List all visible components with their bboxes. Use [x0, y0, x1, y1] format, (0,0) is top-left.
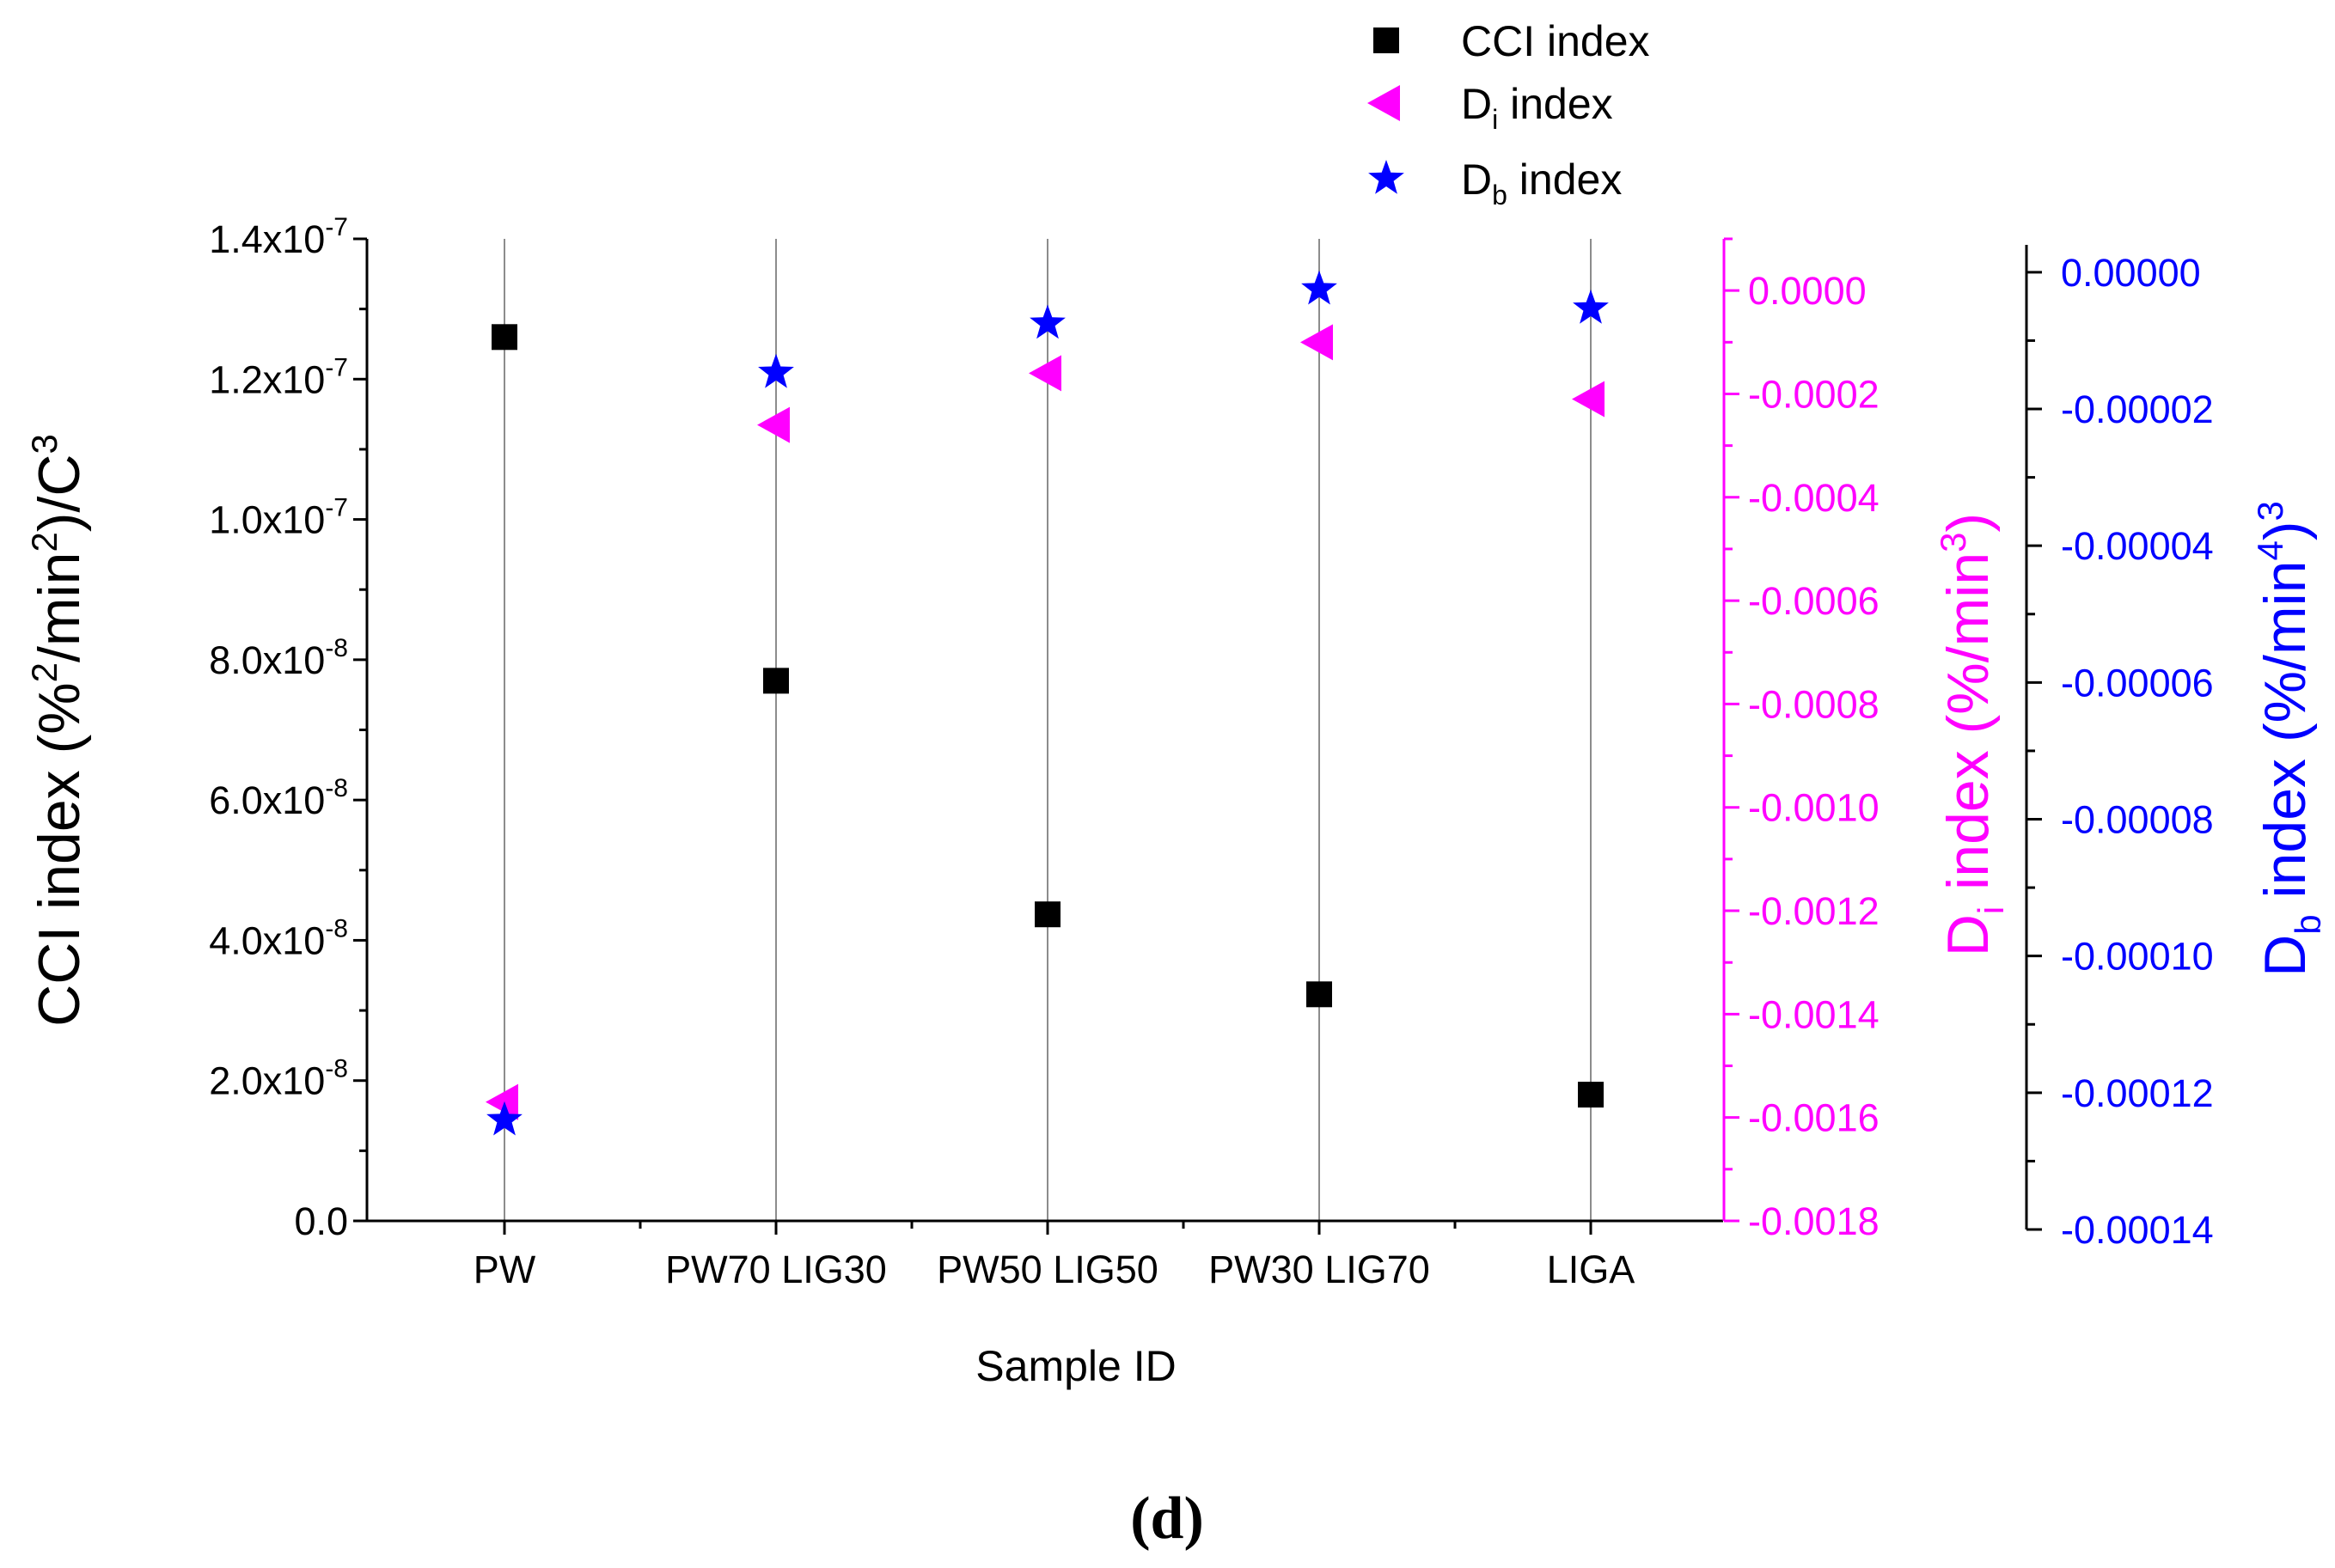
- right1-tick-label: -0.0002: [1748, 372, 1880, 416]
- right2-tick-label: -0.00008: [2061, 798, 2214, 842]
- right1-tick-label: -0.0004: [1748, 476, 1880, 520]
- point-square-4: [1578, 1082, 1604, 1108]
- svg-text:CCI index (%2/min2)/C3: CCI index (%2/min2)/C3: [24, 434, 92, 1027]
- left-tick-label: 1.2x10-7: [209, 353, 348, 401]
- x-tick-label: PW30 LIG70: [1208, 1248, 1430, 1291]
- right2-tick-label: -0.00014: [2061, 1208, 2214, 1252]
- right2-tick-label: -0.00006: [2061, 661, 2214, 705]
- x-tick-label: LIGA: [1547, 1248, 1635, 1291]
- point-triangle-left-1: [757, 406, 790, 443]
- point-star-4: [1573, 290, 1609, 324]
- legend: CCI index Di index Db index: [1367, 17, 1650, 210]
- point-square-2: [1035, 901, 1061, 928]
- point-triangle-left-2: [1029, 355, 1061, 392]
- point-star-2: [1030, 304, 1066, 339]
- right1-tick-label: -0.0006: [1748, 579, 1880, 623]
- point-square-1: [763, 668, 789, 694]
- right1-axis-title: Di index (%/min3): [1933, 513, 2011, 956]
- legend-marker-1: [1367, 85, 1400, 121]
- left-tick-label: 4.0x10-8: [209, 914, 348, 962]
- left-axis-title: CCI index (%2/min2)/C3: [24, 434, 92, 1027]
- point-star-3: [1301, 270, 1337, 305]
- svg-text:Di index (%/min3): Di index (%/min3): [1933, 513, 2011, 956]
- right2-tick-label: -0.00012: [2061, 1071, 2214, 1115]
- right1-tick-label: -0.0016: [1748, 1096, 1880, 1140]
- x-tick-label: PW: [474, 1248, 536, 1291]
- right1-tick-label: 0.0000: [1748, 269, 1867, 313]
- right2-tick-label: -0.00010: [2061, 935, 2214, 979]
- point-star-1: [758, 353, 794, 388]
- data-marks: [486, 270, 1609, 1136]
- x-tick-label: PW50 LIG50: [937, 1248, 1158, 1291]
- left-tick-label: 0.0: [294, 1199, 348, 1243]
- left-tick-label: 2.0x10-8: [209, 1055, 348, 1103]
- left-tick-label: 1.0x10-7: [209, 494, 348, 542]
- point-triangle-left-4: [1572, 381, 1605, 418]
- point-square-3: [1306, 981, 1332, 1008]
- x-tick-label: PW70 LIG30: [665, 1248, 887, 1291]
- legend-label-1: Di index: [1461, 80, 1613, 135]
- axis-titles: Sample ID CCI index (%2/min2)/C3 Di index …: [24, 434, 2328, 1552]
- legend-label-2: Db index: [1461, 156, 1622, 210]
- svg-text:Db index (%/min4)3: Db index (%/min4)3: [2250, 501, 2328, 977]
- legend-marker-0: [1373, 27, 1399, 53]
- x-axis-title: Sample ID: [975, 1342, 1176, 1390]
- legend-label-0: CCI index: [1461, 17, 1650, 65]
- right2-axis-title: Db index (%/min4)3: [2250, 501, 2328, 977]
- right2-tick-label: -0.00002: [2061, 387, 2214, 431]
- point-square-0: [492, 324, 517, 351]
- right1-tick-label: -0.0012: [1748, 889, 1880, 933]
- ticks: 0.0 2.0x10-8 4.0x10-8 6.0x10-8 8.0x10-8 1.0x1…: [209, 213, 2213, 1291]
- point-triangle-left-0: [486, 1083, 518, 1120]
- grid-lines: [504, 239, 1592, 1221]
- left-tick-label: 6.0x10-8: [209, 774, 348, 822]
- right1-tick-label: -0.0008: [1748, 682, 1880, 726]
- right1-tick-label: -0.0010: [1748, 786, 1880, 830]
- left-tick-label: 1.4x10-7: [209, 213, 348, 261]
- panel-label: (d): [1130, 1486, 1204, 1552]
- legend-marker-2: [1368, 160, 1404, 194]
- point-star-0: [486, 1101, 523, 1136]
- right1-tick-label: -0.0014: [1748, 992, 1880, 1036]
- left-tick-label: 8.0x10-8: [209, 634, 348, 682]
- right1-tick-label: -0.0018: [1748, 1199, 1880, 1243]
- right2-tick-label: -0.00004: [2061, 524, 2214, 568]
- point-triangle-left-3: [1300, 324, 1333, 361]
- right2-tick-label: 0.00000: [2061, 251, 2201, 295]
